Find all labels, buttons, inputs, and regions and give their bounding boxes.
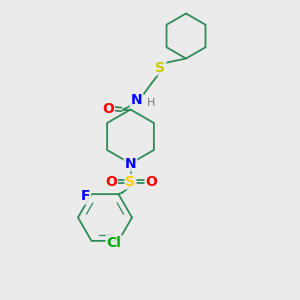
Text: Cl: Cl — [106, 236, 122, 250]
Text: O: O — [102, 102, 114, 116]
Text: O: O — [146, 175, 158, 188]
Text: H: H — [147, 98, 156, 108]
Text: N: N — [131, 94, 142, 107]
Text: S: S — [125, 175, 136, 188]
Text: F: F — [81, 190, 90, 203]
Text: S: S — [155, 61, 166, 74]
Text: N: N — [125, 157, 136, 170]
Text: O: O — [105, 175, 117, 188]
